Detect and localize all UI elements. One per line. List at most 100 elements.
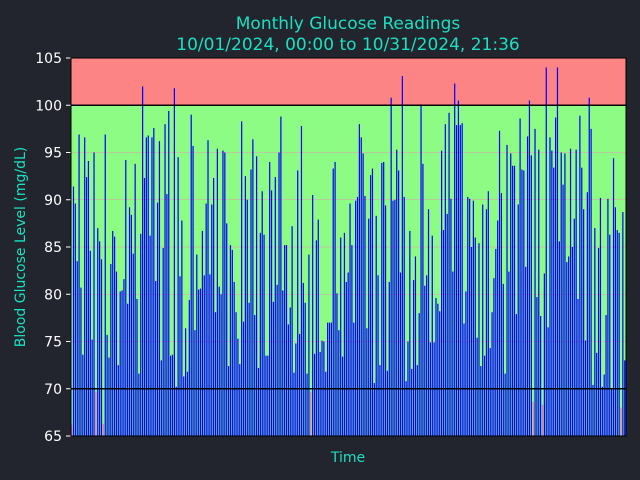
- reading-bar: [536, 297, 538, 436]
- reading-bar: [399, 272, 402, 436]
- reading-bar: [470, 247, 473, 436]
- reading-bar: [405, 381, 407, 436]
- reading-bar: [465, 291, 467, 436]
- reading-bar: [383, 161, 385, 436]
- reading-bar: [85, 177, 88, 436]
- reading-bar: [489, 348, 491, 436]
- reading-bar: [487, 191, 489, 436]
- reading-bar: [252, 139, 254, 436]
- x-axis-label: Time: [330, 450, 365, 466]
- reading-bar: [525, 266, 527, 436]
- reading-bar: [562, 184, 564, 436]
- reading-bar: [276, 284, 278, 436]
- reading-bar: [493, 278, 495, 436]
- reading-bar: [605, 315, 607, 436]
- reading-bar: [177, 157, 179, 436]
- reading-bar: [267, 355, 269, 436]
- reading-bar: [332, 168, 334, 436]
- reading-bar: [179, 276, 181, 436]
- reading-bar: [198, 289, 200, 436]
- reading-bar: [186, 371, 189, 436]
- reading-bar: [317, 219, 319, 436]
- reading-bar: [327, 322, 329, 436]
- reading-bar: [289, 307, 291, 436]
- reading-bar: [340, 237, 342, 436]
- reading-bar: [130, 214, 133, 436]
- reading-bar: [603, 374, 605, 436]
- reading-bar: [295, 343, 297, 436]
- reading-bar: [183, 376, 185, 436]
- reading-bar: [119, 291, 121, 436]
- reading-bar: [143, 178, 146, 436]
- reading-bar: [543, 273, 545, 436]
- reading-bar: [229, 245, 232, 436]
- reading-bar: [618, 232, 620, 436]
- y-tick-label-5: 90: [44, 193, 62, 209]
- reading-bar: [498, 130, 501, 436]
- reading-bar: [330, 322, 332, 436]
- reading-bar: [201, 230, 204, 436]
- reading-bar: [526, 136, 529, 436]
- reading-bar: [381, 162, 383, 436]
- reading-bar: [300, 126, 303, 436]
- reading-bar: [343, 232, 346, 436]
- threshold-lines: [71, 104, 626, 390]
- reading-bar: [545, 67, 547, 436]
- reading-bar: [575, 149, 577, 437]
- reading-bar: [581, 167, 583, 436]
- reading-bar: [398, 170, 400, 436]
- reading-bar: [435, 298, 437, 436]
- reading-bar: [155, 281, 157, 436]
- reading-bar: [108, 357, 110, 436]
- y-tick-label-1: 70: [44, 382, 62, 398]
- reading-bar: [218, 286, 220, 436]
- y-tick-label-7: 100: [35, 98, 62, 114]
- reading-bar: [624, 360, 626, 436]
- range-band-2: [71, 58, 626, 106]
- reading-bar: [282, 290, 284, 436]
- reading-bar: [457, 100, 460, 436]
- reading-bar: [596, 352, 598, 436]
- reading-bar: [164, 124, 166, 437]
- reading-bar: [599, 197, 602, 436]
- y-tick-label-2: 75: [44, 335, 62, 351]
- reading-bar: [431, 235, 433, 436]
- reading-bar: [386, 370, 389, 436]
- reading-bar: [521, 169, 523, 436]
- reading-bar: [102, 423, 104, 436]
- reading-bar: [554, 117, 557, 436]
- reading-bar: [194, 330, 196, 436]
- reading-bar: [371, 168, 374, 436]
- reading-bar: [160, 360, 162, 436]
- reading-bar: [448, 112, 450, 436]
- reading-bar: [213, 178, 215, 436]
- reading-bar: [609, 234, 611, 436]
- reading-bar: [110, 264, 112, 436]
- reading-bar: [362, 153, 364, 436]
- reading-bar: [214, 312, 217, 436]
- reading-bar: [242, 321, 245, 436]
- reading-bar: [173, 88, 175, 437]
- y-axis-ticks: 65 70 75 80 85 90 95 100 105: [35, 51, 71, 445]
- reading-bar: [515, 314, 517, 436]
- reading-bar: [566, 262, 568, 436]
- reading-bar: [560, 152, 562, 436]
- reading-bar: [334, 161, 336, 436]
- reading-bar: [355, 200, 357, 436]
- reading-bar: [246, 199, 248, 436]
- reading-bar: [568, 256, 570, 436]
- reading-bar: [259, 232, 261, 436]
- reading-bar: [113, 236, 116, 436]
- reading-bar: [467, 196, 469, 436]
- reading-bar: [76, 261, 78, 436]
- reading-bar: [319, 351, 321, 436]
- reading-bar: [394, 199, 396, 436]
- reading-bar: [134, 163, 136, 436]
- reading-bar: [162, 247, 164, 436]
- plot-frame: [70, 57, 627, 437]
- reading-bar: [564, 153, 566, 436]
- reading-bar: [147, 135, 149, 437]
- reading-bar: [373, 383, 375, 436]
- reading-bar: [444, 124, 446, 437]
- reading-bar: [547, 327, 549, 436]
